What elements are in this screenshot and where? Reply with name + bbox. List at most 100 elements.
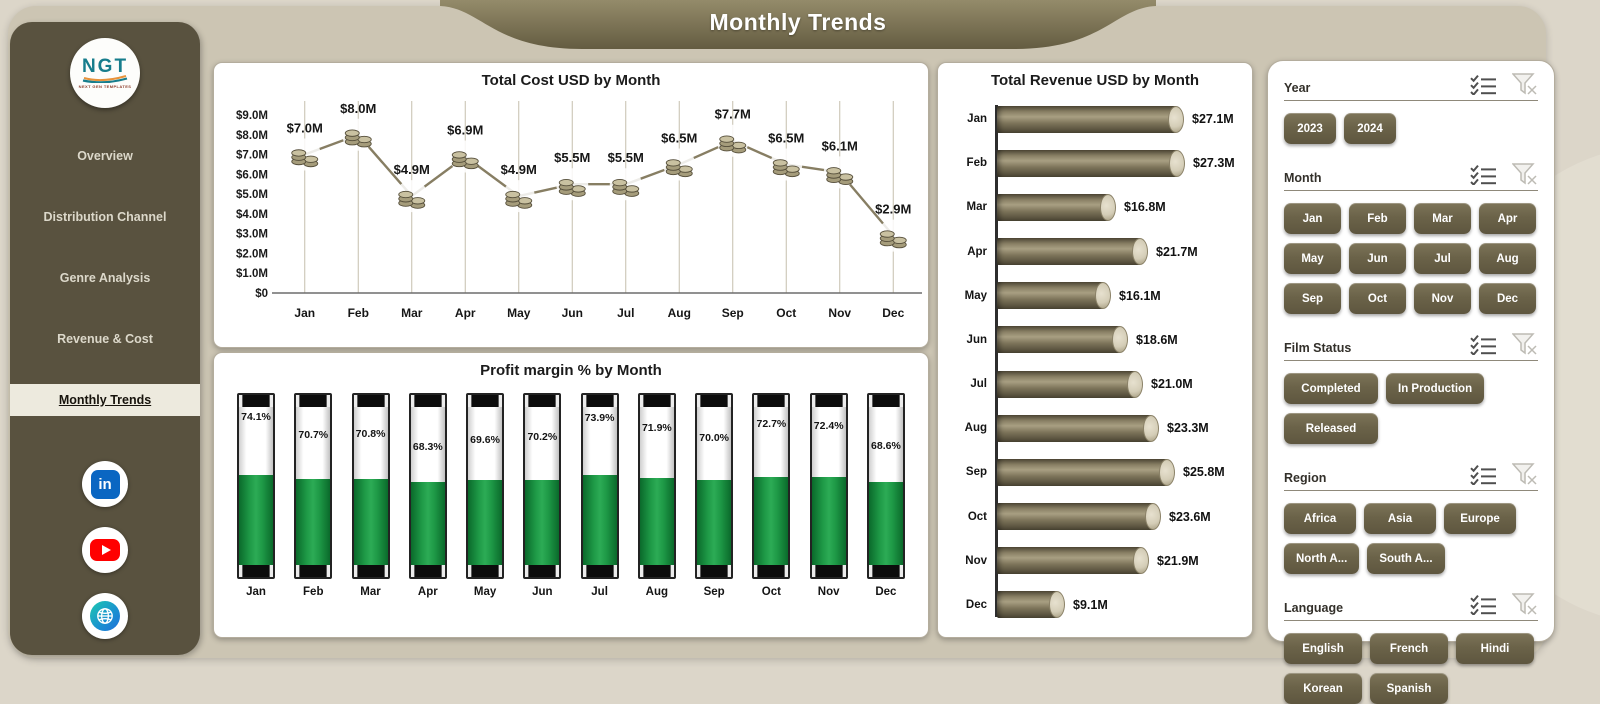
margin-bar[interactable]: 72.7% Oct <box>751 393 791 598</box>
select-all-icon[interactable] <box>1470 164 1497 185</box>
filter-month-jul[interactable]: Jul <box>1414 243 1471 274</box>
margin-bar[interactable]: 70.8% Mar <box>351 393 391 598</box>
clear-filter-icon[interactable] <box>1512 73 1538 95</box>
filter-year-2023[interactable]: 2023 <box>1284 113 1336 144</box>
revenue-bar[interactable] <box>997 238 1148 266</box>
sidebar-item-distribution-channel[interactable]: Distribution Channel <box>43 210 167 224</box>
filter-month-mar[interactable]: Mar <box>1414 203 1471 234</box>
cost-data-point[interactable] <box>609 168 642 201</box>
select-all-icon[interactable] <box>1470 334 1497 355</box>
linkedin-button[interactable]: in <box>82 461 128 507</box>
sidebar-item-overview[interactable]: Overview <box>77 149 133 163</box>
cost-data-point[interactable] <box>395 180 428 213</box>
filter-region-asia[interactable]: Asia <box>1364 503 1436 534</box>
svg-text:$4.9M: $4.9M <box>501 162 537 177</box>
revenue-bar[interactable] <box>997 591 1065 619</box>
revenue-bar[interactable] <box>997 282 1111 310</box>
cost-data-point[interactable] <box>663 148 696 181</box>
filter-month-dec[interactable]: Dec <box>1479 283 1536 314</box>
filter-month-sep[interactable]: Sep <box>1284 283 1341 314</box>
margin-bar[interactable]: 68.6% Dec <box>866 393 906 598</box>
margin-value-label: 71.9% <box>641 422 672 434</box>
clear-filter-icon[interactable] <box>1512 593 1538 615</box>
battery-tube: 70.2% <box>523 393 562 579</box>
margin-bar[interactable]: 68.3% Apr <box>408 393 448 598</box>
clear-filter-icon[interactable] <box>1512 163 1538 185</box>
filter-year-2024[interactable]: 2024 <box>1344 113 1396 144</box>
select-all-icon[interactable] <box>1470 464 1497 485</box>
website-button[interactable] <box>82 593 128 639</box>
filter-language-spanish[interactable]: Spanish <box>1370 673 1448 704</box>
filter-language-korean[interactable]: Korean <box>1284 673 1362 704</box>
select-all-icon[interactable] <box>1470 594 1497 615</box>
margin-month-label: Aug <box>645 586 669 598</box>
revenue-bar[interactable] <box>997 547 1149 575</box>
margin-bar[interactable]: 73.9% Jul <box>580 393 620 598</box>
tube-bottom-cap <box>697 565 732 577</box>
margin-month-label: Mar <box>360 586 381 598</box>
slicer-header-year: Year <box>1284 73 1538 101</box>
revenue-bar[interactable] <box>997 326 1128 354</box>
margin-bar[interactable]: 70.2% Jun <box>522 393 562 598</box>
revenue-bar[interactable] <box>997 370 1143 398</box>
select-all-icon[interactable] <box>1470 74 1497 95</box>
filter-month-nov[interactable]: Nov <box>1414 283 1471 314</box>
revenue-chart-title: Total Revenue USD by Month <box>990 72 1200 89</box>
cost-data-point[interactable] <box>288 138 321 171</box>
filter-month-jan[interactable]: Jan <box>1284 203 1341 234</box>
margin-value-label: 72.4% <box>813 420 844 432</box>
filter-language-hindi[interactable]: Hindi <box>1456 633 1534 664</box>
filter-region-north-a-[interactable]: North A... <box>1284 543 1360 574</box>
margin-month-label: Apr <box>417 586 438 598</box>
filter-month-feb[interactable]: Feb <box>1349 203 1406 234</box>
revenue-bar[interactable] <box>997 458 1175 486</box>
sidebar-item-genre-analysis[interactable]: Genre Analysis <box>59 271 151 285</box>
slicer-title: Region <box>1284 471 1327 485</box>
filter-month-oct[interactable]: Oct <box>1349 283 1406 314</box>
cost-data-point[interactable] <box>342 118 375 151</box>
margin-bar[interactable]: 70.0% Sep <box>694 393 734 598</box>
filter-month-aug[interactable]: Aug <box>1479 243 1536 274</box>
filter-language-french[interactable]: French <box>1370 633 1448 664</box>
tube-bottom-cap <box>639 565 674 577</box>
cost-data-point[interactable] <box>556 168 589 201</box>
cost-data-point[interactable] <box>449 140 482 173</box>
cost-data-point[interactable] <box>823 156 856 189</box>
sidebar-item-monthly-trends[interactable]: Monthly Trends <box>10 384 200 416</box>
margin-value-label: 73.9% <box>584 412 615 424</box>
slicer-options-film-status: Completed In Production Released <box>1284 373 1538 444</box>
filter-month-jun[interactable]: Jun <box>1349 243 1406 274</box>
revenue-bar[interactable] <box>997 503 1161 531</box>
revenue-bar[interactable] <box>997 105 1184 133</box>
clear-filter-icon[interactable] <box>1512 463 1538 485</box>
filter-film-status-completed[interactable]: Completed <box>1284 373 1378 404</box>
revenue-bar[interactable] <box>997 193 1116 221</box>
svg-text:Mar: Mar <box>401 306 423 320</box>
revenue-bar[interactable] <box>997 414 1159 442</box>
svg-text:$6.1M: $6.1M <box>822 138 858 153</box>
margin-bar[interactable]: 72.4% Nov <box>809 393 849 598</box>
cost-data-point[interactable] <box>502 180 535 213</box>
cost-data-point[interactable] <box>877 219 910 252</box>
margin-month-label: Sep <box>703 586 725 598</box>
margin-bar[interactable]: 70.7% Feb <box>293 393 333 598</box>
revenue-bar[interactable] <box>997 149 1185 177</box>
filter-region-africa[interactable]: Africa <box>1284 503 1356 534</box>
sidebar-item-revenue-cost[interactable]: Revenue & Cost <box>57 332 153 346</box>
filter-language-english[interactable]: English <box>1284 633 1362 664</box>
filter-film-status-released[interactable]: Released <box>1284 413 1378 444</box>
filter-month-may[interactable]: May <box>1284 243 1341 274</box>
filter-region-europe[interactable]: Europe <box>1444 503 1516 534</box>
tube-fill <box>468 480 503 565</box>
margin-bar[interactable]: 69.6% May <box>465 393 505 598</box>
tube-fill <box>639 478 674 565</box>
cost-data-point[interactable] <box>716 124 749 157</box>
margin-bar[interactable]: 71.9% Aug <box>637 393 677 598</box>
cost-data-point[interactable] <box>770 148 803 181</box>
filter-region-south-a-[interactable]: South A... <box>1367 543 1445 574</box>
youtube-button[interactable] <box>82 527 128 573</box>
filter-film-status-in-production[interactable]: In Production <box>1386 373 1485 404</box>
margin-bar[interactable]: 74.1% Jan <box>236 393 276 598</box>
filter-month-apr[interactable]: Apr <box>1479 203 1536 234</box>
clear-filter-icon[interactable] <box>1512 333 1538 355</box>
